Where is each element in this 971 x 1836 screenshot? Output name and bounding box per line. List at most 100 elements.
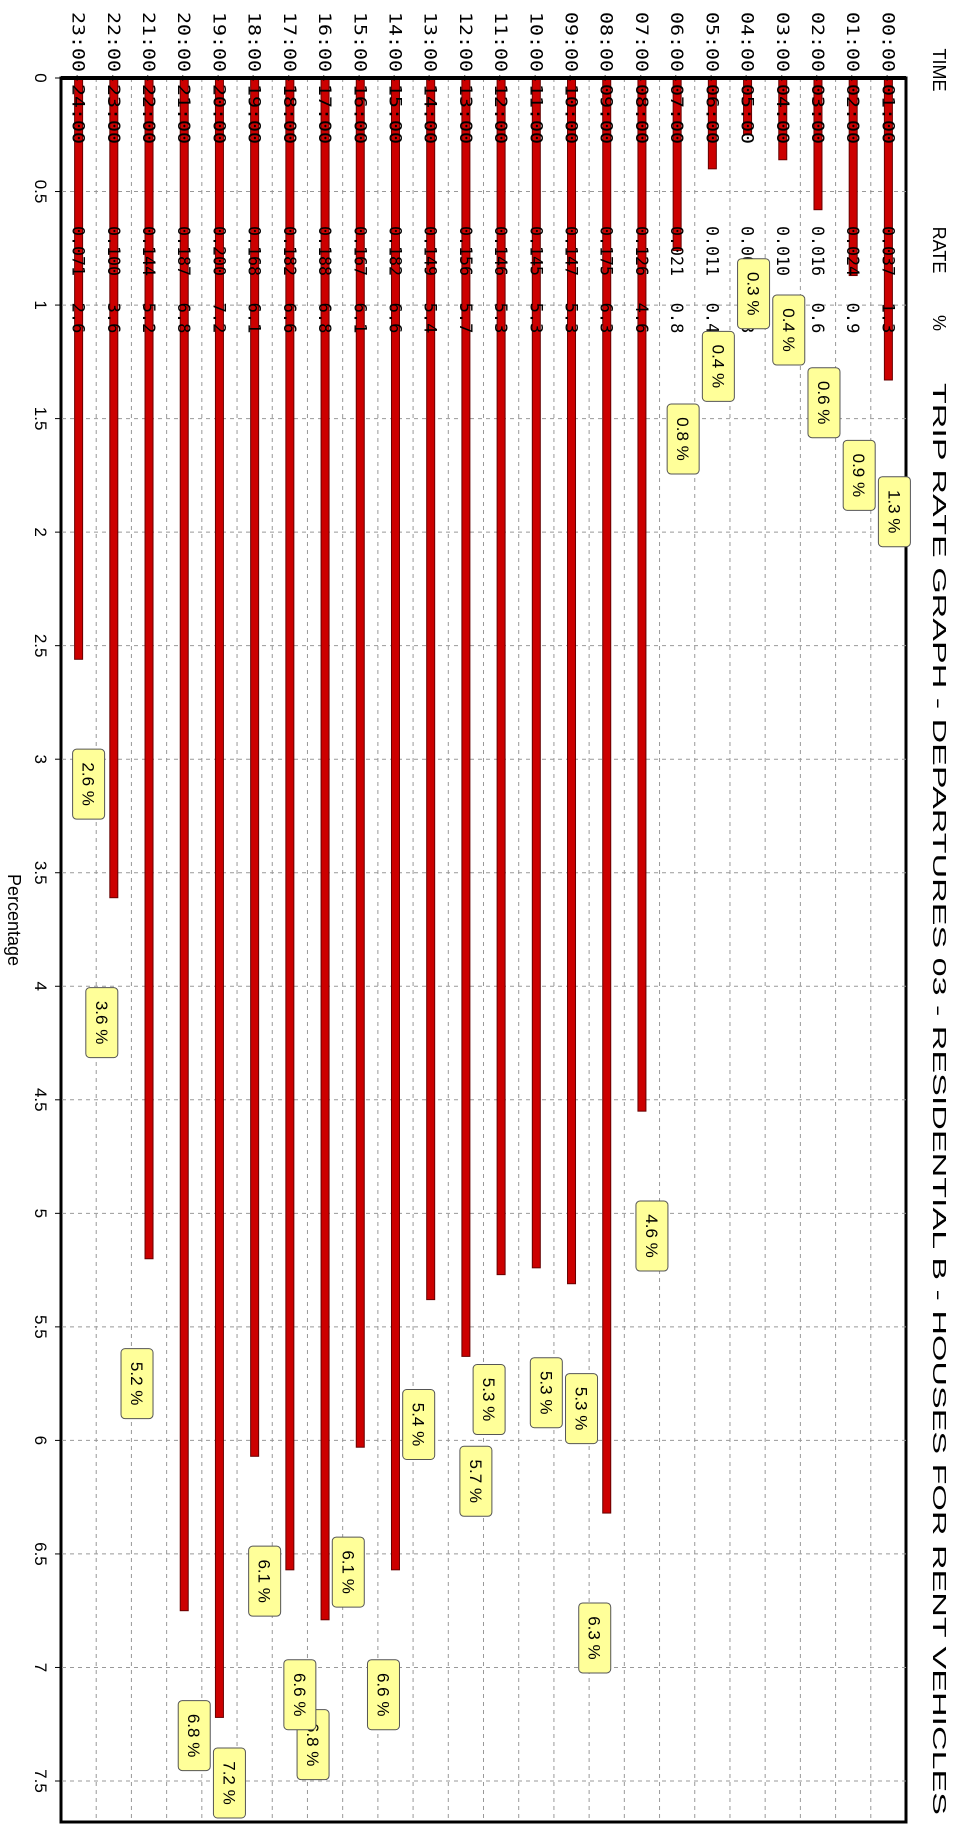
percent-cell: 6.8 <box>314 303 334 334</box>
rate-table: 00:00-01:00 0.037 1.3 01:00-02:00 0.024 0.9 02… <box>68 12 898 333</box>
x-tick-label: 6.5 <box>31 1542 50 1566</box>
percent-cell: 6.1 <box>349 303 369 334</box>
percent-cell: 5.4 <box>420 303 440 334</box>
percent-cell: 6.6 <box>279 303 299 334</box>
data-label-text: 5.3 % <box>479 1378 498 1421</box>
time-column-header: TIME <box>929 49 949 92</box>
percent-cell: 3.6 <box>103 303 123 334</box>
data-label-12:00-13:00: 5.7 % <box>459 1445 493 1517</box>
time-cell: 10:00-11:00 <box>525 12 545 144</box>
x-tick-label: 1.5 <box>31 407 50 431</box>
rate-cell: 0.175 <box>596 226 616 276</box>
x-tick-label: 3.5 <box>31 861 50 885</box>
time-cell: 19:00-20:00 <box>208 12 228 144</box>
data-label-text: 1.3 % <box>884 490 903 533</box>
data-label-text: 6.1 % <box>338 1550 357 1593</box>
data-label-text: 5.3 % <box>536 1371 555 1414</box>
time-cell: 22:00-23:00 <box>103 12 123 144</box>
data-label-box <box>635 1200 669 1272</box>
x-tick-label: 4 <box>31 982 50 991</box>
rate-cell: 0.024 <box>842 226 862 276</box>
x-tick-label: 3 <box>31 754 50 763</box>
data-label-box <box>331 1536 365 1608</box>
percent-cell: 2.6 <box>68 303 88 334</box>
rate-cell: 0.187 <box>173 226 193 276</box>
data-label-02:00-03:00: 0.6 % <box>807 367 841 439</box>
data-label-21:00-22:00: 5.2 % <box>120 1348 154 1420</box>
data-label-text: 0.4 % <box>779 308 798 351</box>
bar-18:00-19:00 <box>250 77 260 1457</box>
data-label-01:00-02:00: 0.9 % <box>842 439 876 511</box>
time-cell: 01:00-02:00 <box>842 12 862 144</box>
time-cell: 14:00-15:00 <box>384 12 404 144</box>
data-label-box <box>472 1364 506 1436</box>
data-label-box <box>565 1373 599 1445</box>
rate-cell: 0.168 <box>244 226 264 276</box>
data-label-box <box>85 987 119 1059</box>
time-cell: 07:00-08:00 <box>631 12 651 144</box>
data-label-text: 6.8 % <box>184 1714 203 1757</box>
data-label-19:00-20:00: 7.2 % <box>212 1747 246 1819</box>
rate-cell: 0.011 <box>701 226 721 276</box>
bar-22:00-23:00 <box>109 77 119 899</box>
time-cell: 06:00-07:00 <box>666 12 686 144</box>
data-label-text: 6.8 % <box>303 1723 322 1766</box>
data-label-13:00-14:00: 5.4 % <box>402 1389 436 1461</box>
data-label-box <box>402 1389 436 1461</box>
rotated-chart-group: TIME RATE % TRIP RATE GRAPH - DEPARTURES… <box>4 12 949 1824</box>
percent-cell: 1.3 <box>877 303 897 334</box>
time-cell: 00:00-01:00 <box>877 12 897 144</box>
time-cell: 04:00-05:00 <box>737 12 757 144</box>
percent-cell: 5.3 <box>490 303 510 334</box>
data-label-03:00-04:00: 0.4 % <box>772 294 806 366</box>
time-cell: 08:00-09:00 <box>596 12 616 144</box>
percent-cell: 4.6 <box>631 303 651 334</box>
data-label-23:00-24:00: 2.6 % <box>72 748 106 820</box>
x-tick-label: 7 <box>31 1663 50 1672</box>
rate-cell: 0.126 <box>631 226 651 276</box>
x-tick-label: 2.5 <box>31 634 50 658</box>
data-label-text: 6.6 % <box>373 1673 392 1716</box>
rate-cell: 0.182 <box>384 226 404 276</box>
x-tick-label: 5 <box>31 1209 50 1218</box>
data-label-text: 7.2 % <box>219 1761 238 1804</box>
percent-cell: 5.2 <box>138 303 158 334</box>
percent-cell: 5.3 <box>525 303 545 334</box>
data-label-text: 5.4 % <box>409 1403 428 1446</box>
data-label-text: 0.3 % <box>744 272 763 315</box>
data-label-box <box>701 330 735 402</box>
data-label-box <box>842 439 876 511</box>
data-label-box <box>877 476 911 548</box>
x-tick-label: 1 <box>31 300 50 309</box>
time-cell: 03:00-04:00 <box>772 12 792 144</box>
rate-cell: 0.100 <box>103 226 123 276</box>
percent-column-header: % <box>929 315 949 331</box>
data-label-box <box>120 1348 154 1420</box>
data-label-text: 0.4 % <box>708 345 727 388</box>
data-label-text: 5.3 % <box>572 1387 591 1430</box>
data-label-box <box>366 1659 400 1731</box>
data-label-10:00-11:00: 5.3 % <box>529 1357 563 1429</box>
time-cell: 12:00-13:00 <box>455 12 475 144</box>
percent-cell: 0.8 <box>666 303 686 334</box>
rate-cell: 0.016 <box>807 226 827 276</box>
data-label-box <box>212 1747 246 1819</box>
data-label-text: 3.6 % <box>92 1001 111 1044</box>
data-label-box <box>807 367 841 439</box>
time-cell: 18:00-19:00 <box>244 12 264 144</box>
percent-cell: 7.2 <box>208 303 228 334</box>
data-label-04:00-05:00: 0.3 % <box>737 258 771 330</box>
data-label-box <box>177 1700 211 1772</box>
percent-cell: 5.3 <box>561 303 581 334</box>
rate-cell: 0.037 <box>877 226 897 276</box>
data-label-text: 0.9 % <box>849 454 868 497</box>
time-cell: 20:00-21:00 <box>173 12 193 144</box>
data-label-11:00-12:00: 5.3 % <box>472 1364 506 1436</box>
data-label-15:00-16:00: 6.1 % <box>331 1536 365 1608</box>
data-label-22:00-23:00: 3.6 % <box>85 987 119 1059</box>
data-label-box <box>248 1545 282 1617</box>
data-label-18:00-19:00: 6.1 % <box>248 1545 282 1617</box>
data-label-06:00-07:00: 0.8 % <box>666 403 700 475</box>
